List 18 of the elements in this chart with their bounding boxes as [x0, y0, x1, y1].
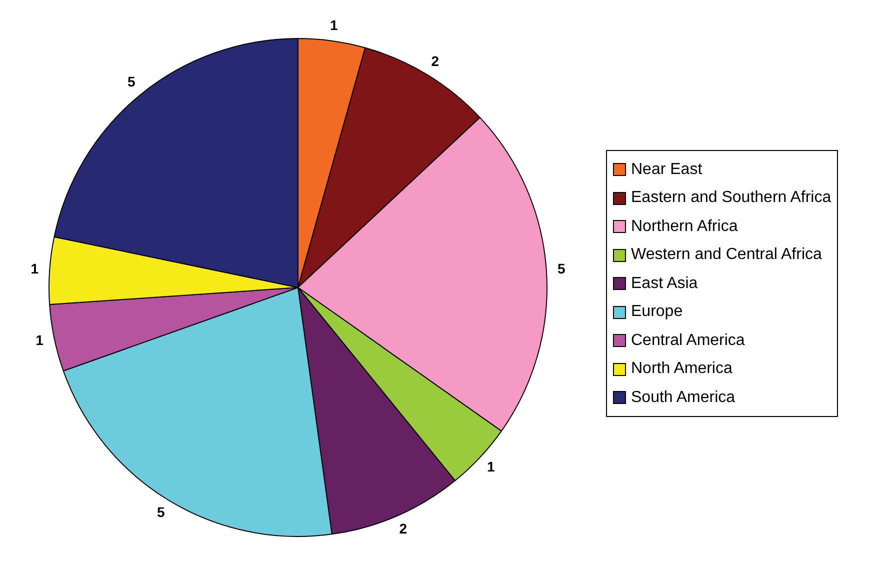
data-label: 5 — [127, 74, 136, 90]
data-label: 1 — [36, 332, 44, 348]
data-label: 2 — [431, 52, 440, 69]
data-label: 5 — [156, 504, 165, 520]
legend-label: Europe — [631, 303, 683, 321]
data-label: 2 — [399, 520, 408, 537]
legend-label: Western and Central Africa — [631, 246, 822, 264]
legend-label: Eastern and Southern Africa — [631, 189, 832, 207]
legend-label: North America — [631, 360, 732, 378]
data-label: 1 — [487, 458, 496, 475]
data-label: 1 — [330, 16, 338, 33]
legend-label: Central America — [631, 332, 745, 350]
legend-label: Near East — [631, 160, 702, 178]
data-label: 1 — [30, 260, 39, 276]
legend-label: South America — [631, 388, 736, 406]
data-label: 5 — [557, 260, 566, 276]
legend-label: East Asia — [631, 274, 698, 292]
legend-label: Northern Africa — [631, 218, 738, 236]
